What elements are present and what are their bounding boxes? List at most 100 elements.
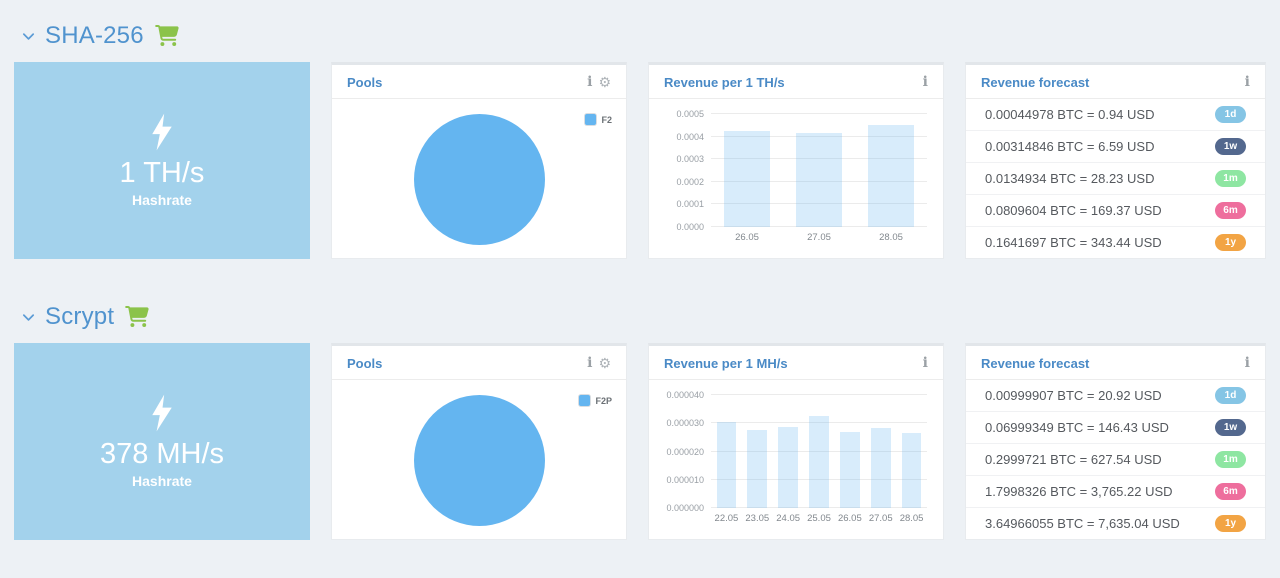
y-tick-label: 0.0004 (676, 131, 704, 142)
legend-item[interactable]: F2P (579, 395, 612, 406)
y-tick-label: 0.0000 (676, 222, 704, 232)
x-tick-label: 26.05 (735, 232, 759, 243)
forecast-row: 1.7998326 BTC = 3,765.22 USD 6m (966, 475, 1265, 507)
forecast-row: 0.0809604 BTC = 169.37 USD 6m (966, 194, 1265, 226)
forecast-value: 0.1641697 BTC = 343.44 USD (985, 235, 1162, 250)
forecast-value: 0.0809604 BTC = 169.37 USD (985, 203, 1162, 218)
forecast-value: 0.00314846 BTC = 6.59 USD (985, 139, 1155, 154)
y-tick-label: 0.000030 (666, 418, 704, 429)
gridline (711, 478, 927, 480)
info-icon[interactable]: i (922, 74, 928, 90)
forecast-list: 0.00999907 BTC = 20.92 USD 1d 0.06999349… (966, 380, 1265, 539)
plot-area: 0.000000 0.000010 0.000020 0.000030 0.000040 (666, 390, 927, 513)
legend-label: F2P (595, 395, 612, 406)
period-badge: 6m (1215, 483, 1246, 500)
forecast-value: 0.00044978 BTC = 0.94 USD (985, 107, 1155, 122)
y-tick-label: 0.000040 (666, 390, 704, 400)
x-tick-label: 24.05 (776, 513, 801, 524)
chevron-down-icon[interactable] (21, 310, 36, 325)
gridline (711, 180, 927, 182)
bar (778, 426, 799, 508)
info-icon[interactable]: i (922, 355, 928, 371)
y-tick-label: 0.000000 (666, 503, 704, 513)
pools-panel: Pools i ⚙ F2 (331, 62, 627, 259)
chevron-down-icon[interactable] (21, 29, 36, 44)
period-badge: 1w (1215, 419, 1246, 436)
y-tick-label: 0.0003 (676, 154, 704, 165)
info-icon[interactable]: i (1244, 74, 1250, 90)
forecast-row: 0.00314846 BTC = 6.59 USD 1w (966, 130, 1265, 162)
y-tick-label: 0.0001 (676, 199, 704, 210)
panel-header: Revenue forecast i (966, 65, 1265, 99)
revenue-chart-panel: Revenue per 1 TH/s i 0.0000 0.0001 0.0002 0… (648, 62, 944, 259)
bars (711, 395, 927, 508)
legend-item[interactable]: F2 (585, 114, 612, 125)
revenue-chart-panel: Revenue per 1 MH/s i 0.000000 0.000010 0.0… (648, 343, 944, 540)
section-header-sha256: SHA-256 (21, 18, 1266, 54)
gear-icon[interactable]: ⚙ (598, 355, 611, 371)
bar-chart: 0.000000 0.000010 0.000020 0.000030 0.000040… (649, 380, 943, 539)
x-tick-label: 22.05 (714, 513, 739, 524)
info-icon[interactable]: i (1244, 355, 1250, 371)
hashrate-value: 1 TH/s (119, 156, 205, 189)
cards-row: 378 MH/s Hashrate Pools i ⚙ F2P (14, 343, 1266, 540)
hashrate-value: 378 MH/s (99, 437, 225, 470)
buy-hashrate-cart-icon[interactable] (125, 306, 149, 328)
pie-chart: F2P (332, 380, 626, 539)
forecast-row: 0.00044978 BTC = 0.94 USD 1d (966, 99, 1265, 130)
forecast-list: 0.00044978 BTC = 0.94 USD 1d 0.00314846 … (966, 99, 1265, 258)
x-tick-label: 27.05 (807, 232, 831, 243)
bar (716, 421, 737, 508)
lightning-bolt-icon (152, 394, 172, 432)
forecast-value: 0.00999907 BTC = 20.92 USD (985, 388, 1162, 403)
info-icon[interactable]: i (587, 355, 593, 371)
x-tick-label: 23.05 (745, 513, 770, 524)
panel-title: Pools (347, 74, 383, 90)
gridline (711, 394, 927, 395)
section-title: Scrypt (45, 303, 115, 330)
y-tick-label: 0.000010 (666, 474, 704, 485)
panel-title: Revenue forecast (981, 355, 1090, 371)
forecast-row: 0.1641697 BTC = 343.44 USD 1y (966, 226, 1265, 258)
panel-title: Revenue per 1 MH/s (664, 355, 788, 371)
dashboard-page: SHA-256 1 TH/s Hashrate Pools i ⚙ (14, 18, 1266, 540)
lightning-bolt-icon (152, 113, 172, 151)
period-badge: 1m (1215, 170, 1246, 187)
legend-label: F2 (601, 114, 612, 125)
forecast-value: 3.64966055 BTC = 7,635.04 USD (985, 516, 1180, 531)
x-tick-label: 26.05 (837, 513, 862, 524)
forecast-row: 0.00999907 BTC = 20.92 USD 1d (966, 380, 1265, 411)
x-axis: 22.05 23.05 24.05 25.05 26.05 27.05 28.05 (711, 508, 927, 524)
gridline (711, 113, 927, 114)
info-icon[interactable]: i (587, 74, 593, 90)
section-scrypt: Scrypt 378 MH/s Hashrate Pools i ⚙ (14, 299, 1266, 540)
bar (839, 431, 860, 508)
forecast-row: 3.64966055 BTC = 7,635.04 USD 1y (966, 507, 1265, 539)
gear-icon[interactable]: ⚙ (598, 74, 611, 90)
revenue-forecast-panel: Revenue forecast i 0.00044978 BTC = 0.94… (965, 62, 1266, 259)
x-tick-label: 25.05 (807, 513, 831, 524)
panel-header: Revenue forecast i (966, 346, 1265, 380)
panel-title: Pools (347, 355, 383, 371)
forecast-value: 0.2999721 BTC = 627.54 USD (985, 452, 1162, 467)
y-tick-label: 0.000020 (666, 446, 704, 457)
gridline (711, 203, 927, 205)
forecast-value: 0.0134934 BTC = 28.23 USD (985, 171, 1155, 186)
hashrate-label: Hashrate (132, 192, 192, 209)
forecast-value: 1.7998326 BTC = 3,765.22 USD (985, 484, 1173, 499)
panel-title: Revenue per 1 TH/s (664, 74, 785, 90)
hashrate-card: 1 TH/s Hashrate (14, 62, 310, 259)
buy-hashrate-cart-icon[interactable] (154, 25, 179, 47)
gridline (711, 158, 927, 160)
bars (711, 114, 927, 227)
bar (867, 125, 915, 227)
pie-slice (413, 114, 545, 245)
x-tick-label: 27.05 (868, 513, 893, 524)
y-tick-label: 0.0002 (676, 176, 704, 187)
forecast-row: 0.06999349 BTC = 146.43 USD 1w (966, 411, 1265, 443)
bar (901, 433, 922, 508)
period-badge: 1w (1215, 138, 1246, 155)
forecast-row: 0.0134934 BTC = 28.23 USD 1m (966, 162, 1265, 194)
x-tick-label: 28.05 (879, 232, 903, 243)
period-badge: 1m (1215, 451, 1246, 468)
